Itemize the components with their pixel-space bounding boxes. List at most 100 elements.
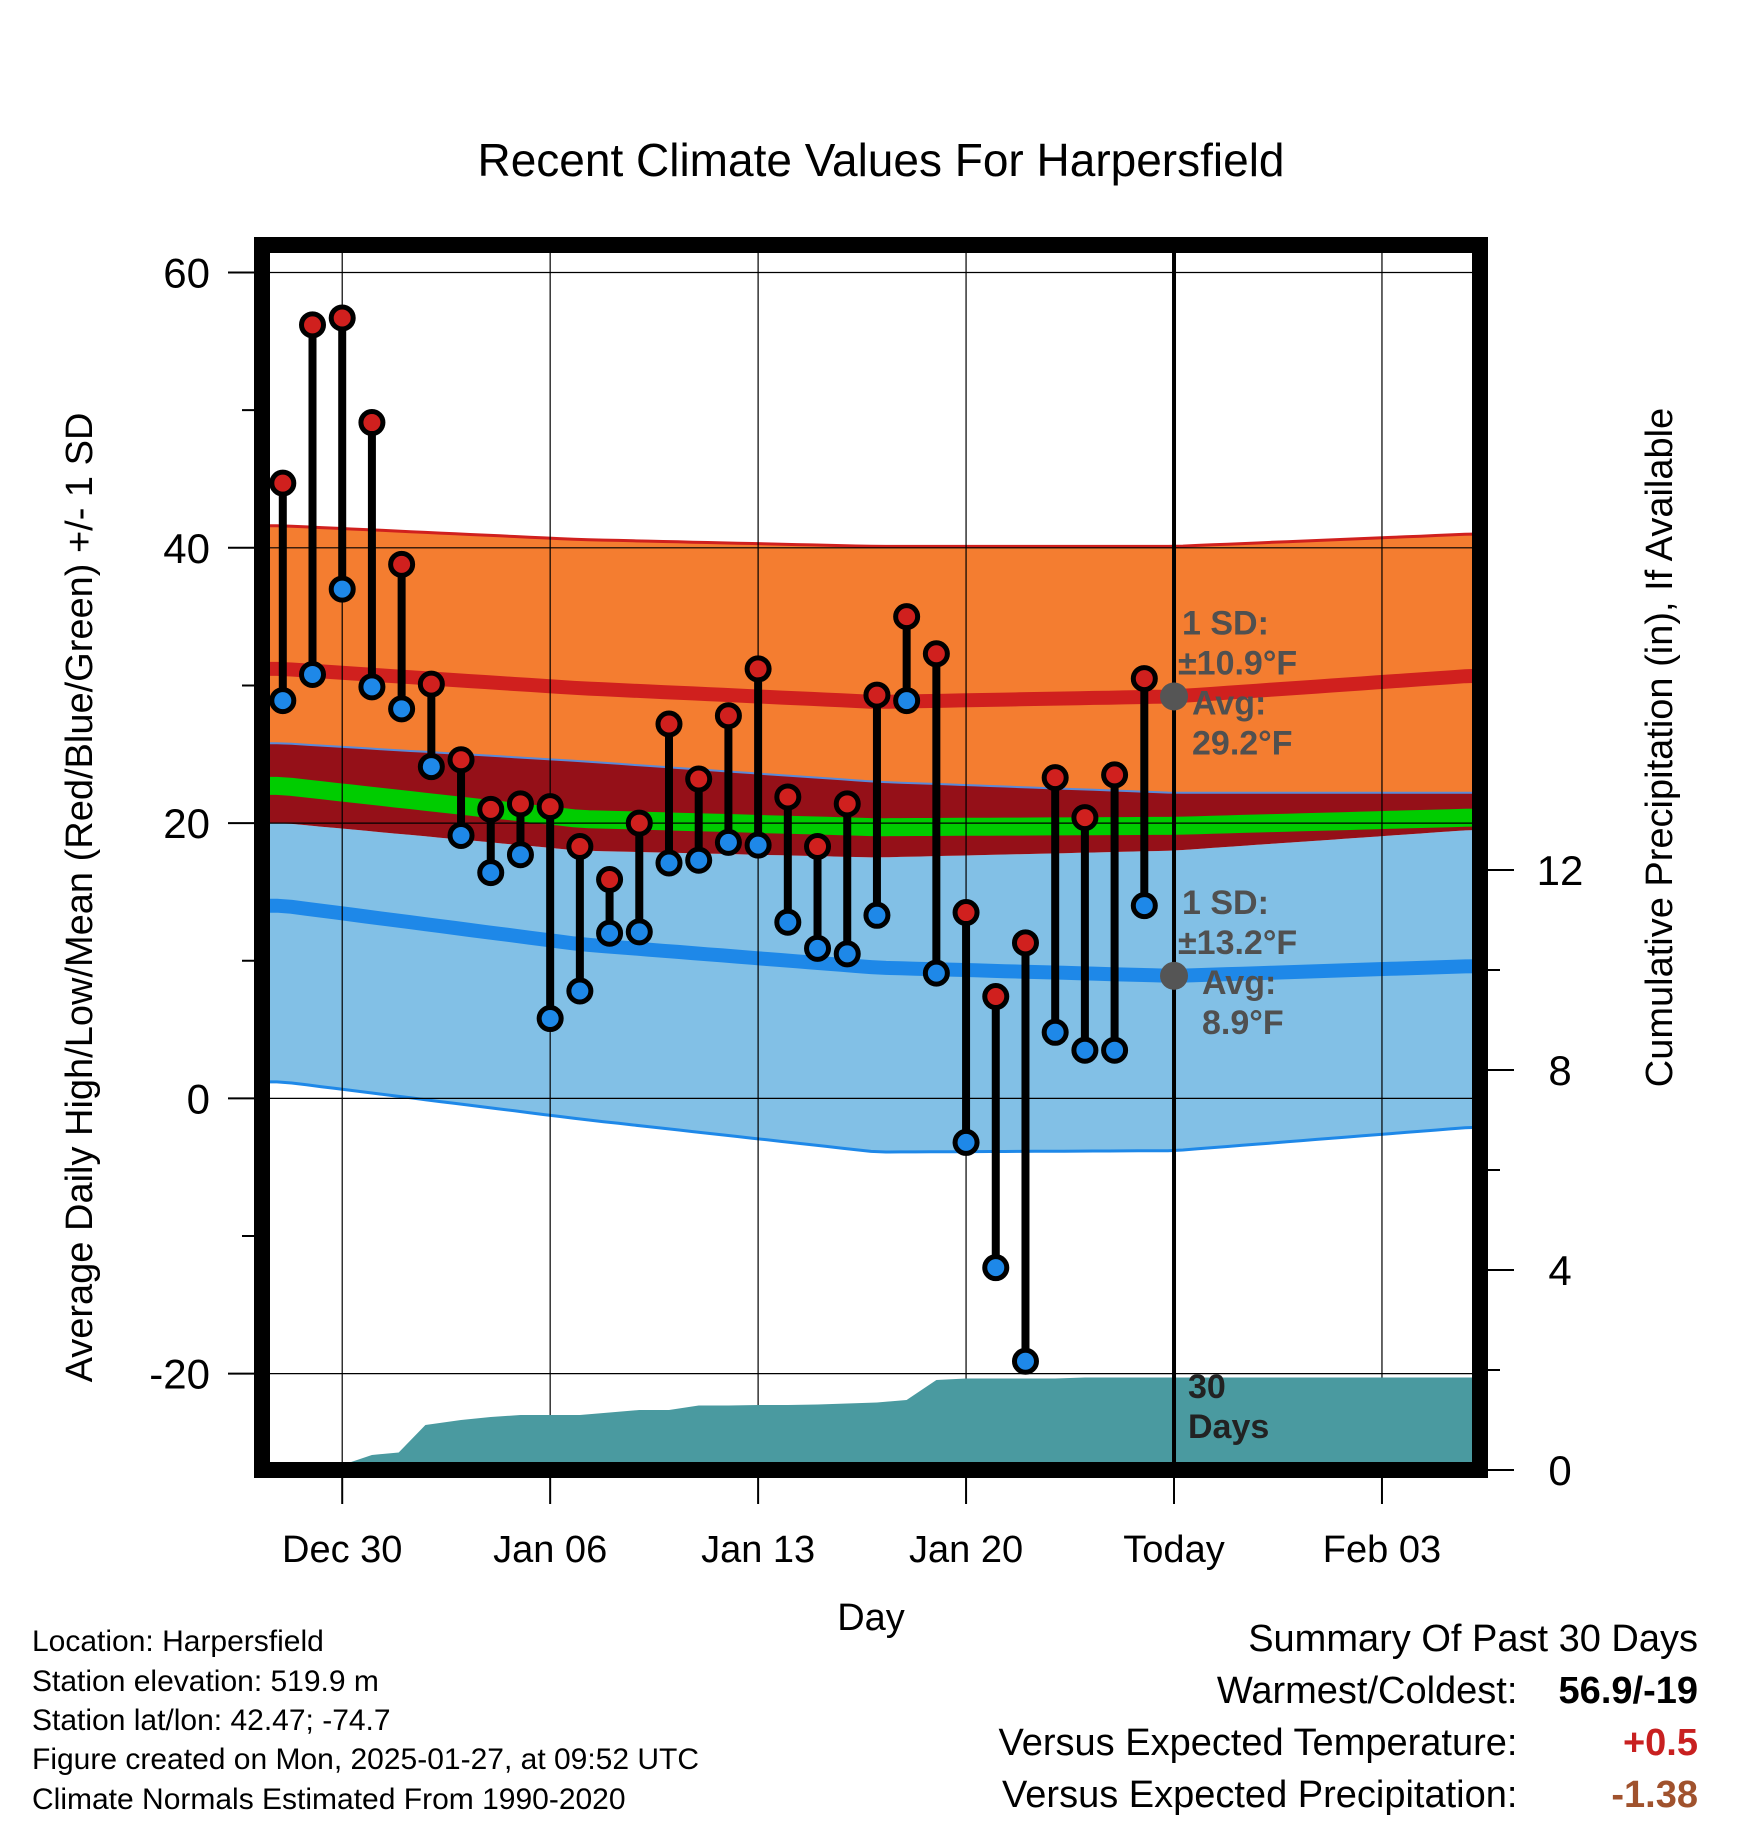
- x-tick-label: Today: [1123, 1529, 1224, 1571]
- daily-low-point: [506, 841, 534, 869]
- daily-high-point: [685, 765, 713, 793]
- daily-low-point: [655, 849, 683, 877]
- y2-axis-label: Cumulative Precipitation (in), If Availa…: [1639, 408, 1681, 1087]
- days-label: Days: [1188, 1408, 1269, 1446]
- daily-high-point: [506, 790, 534, 818]
- low-sd-value: ±13.2°F: [1178, 924, 1297, 962]
- precipitation-area: [282, 1377, 1480, 1470]
- daily-low-point: [714, 828, 742, 856]
- y2-tick-label: 0: [1548, 1447, 1571, 1494]
- x-axis-label: Day: [837, 1597, 905, 1639]
- daily-high-point: [269, 469, 297, 497]
- normal-low-mean-line: [262, 898, 1481, 983]
- daily-high-point: [566, 832, 594, 860]
- daily-high-point: [744, 655, 772, 683]
- x-tick-label: Jan 20: [909, 1529, 1023, 1571]
- daily-high-point: [893, 603, 921, 631]
- daily-low-point: [328, 575, 356, 603]
- summary-temp-row: Versus Expected Temperature: +0.5: [999, 1724, 1698, 1762]
- daily-high-point: [774, 783, 802, 811]
- daily-high-point: [299, 311, 327, 339]
- daily-high-point: [655, 710, 683, 738]
- info-latlon: Station lat/lon: 42.47; -74.7: [32, 1704, 391, 1737]
- daily-low-point: [893, 687, 921, 715]
- daily-low-point: [477, 859, 505, 887]
- summary-warmest-label: Warmest/Coldest:: [1216, 1670, 1518, 1712]
- summary-warmest-value: 56.9/-19: [1558, 1670, 1698, 1712]
- daily-low-point: [1011, 1347, 1039, 1375]
- daily-high-point: [477, 795, 505, 823]
- summary-heading: Summary Of Past 30 Days: [1248, 1618, 1698, 1660]
- x-tick-label: Jan 06: [493, 1529, 607, 1571]
- summary-warmest-row: Warmest/Coldest: 56.9/-19: [1217, 1672, 1698, 1710]
- daily-high-point: [1101, 761, 1129, 789]
- y-tick-label: 0: [187, 1075, 210, 1122]
- y-tick-label: -20: [149, 1351, 210, 1398]
- daily-low-point: [1071, 1036, 1099, 1064]
- x-tick-label: Feb 03: [1323, 1529, 1441, 1571]
- daily-high-point: [358, 409, 386, 437]
- daily-low-point: [744, 831, 772, 859]
- chart-title: Recent Climate Values For Harpersfield: [477, 134, 1284, 186]
- daily-high-point: [417, 670, 445, 698]
- high-mean-marker: [1160, 682, 1189, 711]
- daily-high-point: [388, 550, 416, 578]
- daily-low-point: [536, 1005, 564, 1033]
- y2-tick-label: 12: [1537, 847, 1584, 894]
- summary-temp-label: Versus Expected Temperature:: [998, 1722, 1518, 1764]
- summary-precip-row: Versus Expected Precipitation: -1.38: [1002, 1776, 1698, 1814]
- high-sd-label: 1 SD:: [1182, 604, 1269, 642]
- daily-high-point: [922, 640, 950, 668]
- daily-high-point: [833, 790, 861, 818]
- info-elevation: Station elevation: 519.9 m: [32, 1665, 379, 1698]
- daily-low-point: [358, 673, 386, 701]
- daily-low-point: [447, 821, 475, 849]
- daily-high-point: [714, 702, 742, 730]
- daily-low-point: [922, 959, 950, 987]
- daily-high-point: [1071, 804, 1099, 832]
- daily-low-point: [833, 940, 861, 968]
- low-mean-marker: [1160, 961, 1189, 990]
- high-sd-value: ±10.9°F: [1178, 644, 1297, 682]
- summary-precip-label: Versus Expected Precipitation:: [1002, 1774, 1518, 1816]
- daily-low-point: [388, 695, 416, 723]
- normal-low-lower-edge: [262, 1080, 1481, 1154]
- daily-high-point: [447, 746, 475, 774]
- daily-low-point: [982, 1254, 1010, 1282]
- x-tick-label: Jan 13: [701, 1529, 815, 1571]
- daily-low-point: [566, 977, 594, 1005]
- daily-low-point: [952, 1128, 980, 1156]
- high-avg-value: 29.2°F: [1192, 724, 1293, 762]
- days-count: 30: [1188, 1368, 1226, 1406]
- daily-low-point: [417, 753, 445, 781]
- daily-high-point: [1130, 665, 1158, 693]
- summary-precip-value: -1.38: [1611, 1774, 1698, 1816]
- daily-low-point: [804, 934, 832, 962]
- y2-tick-label: 8: [1548, 1047, 1571, 1094]
- y-tick-label: 60: [163, 250, 210, 297]
- daily-high-point: [1011, 929, 1039, 957]
- daily-high-point: [804, 832, 832, 860]
- daily-high-point: [625, 809, 653, 837]
- info-created: Figure created on Mon, 2025-01-27, at 09…: [32, 1743, 700, 1776]
- daily-low-point: [685, 846, 713, 874]
- high-avg-label: Avg:: [1192, 684, 1266, 722]
- daily-high-point: [536, 793, 564, 821]
- daily-high-point: [1041, 764, 1069, 792]
- daily-high-point: [952, 899, 980, 927]
- daily-low-point: [1041, 1018, 1069, 1046]
- daily-high-point: [328, 304, 356, 332]
- daily-low-point: [596, 919, 624, 947]
- daily-low-point: [299, 660, 327, 688]
- x-tick-label: Dec 30: [282, 1529, 402, 1571]
- info-normals: Climate Normals Estimated From 1990-2020: [32, 1783, 626, 1816]
- daily-low-point: [774, 908, 802, 936]
- info-location: Location: Harpersfield: [32, 1625, 324, 1658]
- y-axis-label: Average Daily High/Low/Mean (Red/Blue/Gr…: [59, 413, 101, 1383]
- daily-low-point: [863, 901, 891, 929]
- y-tick-label: 20: [163, 800, 210, 847]
- plot-frame: [254, 237, 1488, 1478]
- daily-high-point: [863, 681, 891, 709]
- daily-low-point: [1101, 1036, 1129, 1064]
